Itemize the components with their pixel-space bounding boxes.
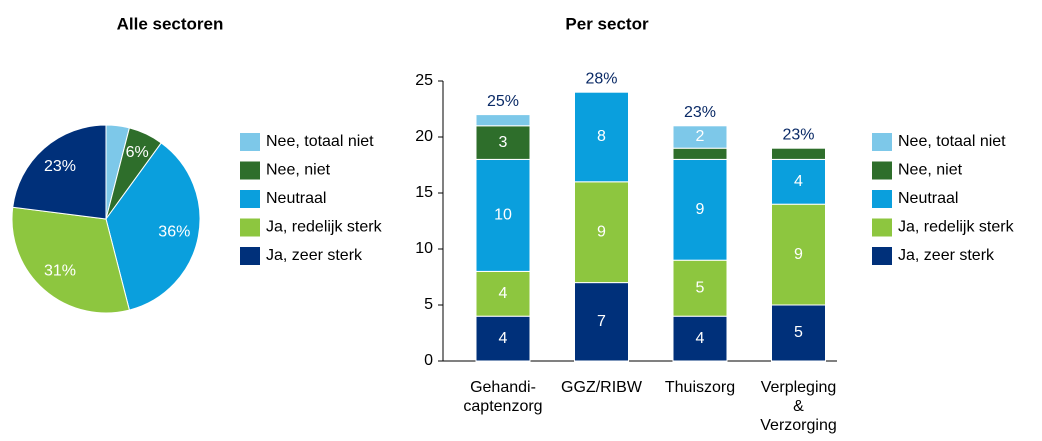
data-label: 7	[597, 313, 606, 330]
y-tick-label: 0	[424, 352, 433, 369]
bar-segment	[475, 270, 531, 317]
legend-label: Ja, zeer sterk	[898, 247, 995, 264]
data-label: 8	[597, 128, 606, 145]
x-tick-label: Verpleging & Verzorging	[760, 379, 837, 434]
legend-swatch	[872, 161, 892, 180]
data-label: 31%	[44, 262, 76, 279]
legend-swatch	[240, 133, 260, 151]
data-label: 9	[794, 246, 803, 263]
data-label: 4	[499, 330, 508, 347]
data-label: 6%	[126, 144, 149, 161]
y-tick-label: 15	[415, 184, 433, 201]
legend-label: Ja, redelijk sterk	[266, 219, 383, 236]
data-label: 3	[499, 134, 508, 151]
bar-segment	[672, 147, 728, 160]
bar-segment	[672, 158, 728, 261]
x-tick-label: Gehandi- captenzorg	[463, 379, 543, 415]
legend-swatch	[872, 133, 892, 151]
data-label: 4	[794, 173, 803, 190]
chart-title: Alle sectoren	[117, 14, 224, 33]
legend-swatch	[240, 247, 260, 265]
y-tick-label: 5	[424, 296, 433, 313]
legend-label: Nee, niet	[898, 162, 963, 179]
y-tick-label: 10	[415, 240, 433, 257]
bar-segment	[672, 125, 728, 149]
x-tick-label: GGZ/RIBW	[561, 379, 642, 396]
legend-label: Neutraal	[898, 190, 958, 207]
pie-slice	[11, 206, 130, 314]
data-label: 23%	[44, 158, 76, 175]
legend-label: Nee, totaal niet	[898, 133, 1006, 150]
data-label: 9	[696, 201, 705, 218]
data-label: 10	[494, 207, 512, 224]
data-label: 5	[696, 279, 705, 296]
legend-swatch	[240, 161, 260, 180]
bar-segment	[475, 315, 531, 362]
legend-label: Nee, totaal niet	[266, 133, 374, 150]
legend-label: Ja, redelijk sterk	[898, 219, 1015, 236]
x-tick-label: Thuiszorg	[664, 379, 736, 396]
bar-segment	[771, 147, 826, 160]
chart-title: Per sector	[565, 14, 649, 33]
data-label: 4	[696, 330, 705, 347]
top-label: 23%	[684, 104, 716, 121]
bar-segment	[574, 91, 629, 183]
legend-swatch	[872, 190, 892, 208]
bar-segment	[771, 304, 826, 362]
data-label: 36%	[158, 223, 190, 240]
y-tick-label: 20	[415, 128, 433, 145]
bar-segment	[771, 158, 826, 205]
bar-segment	[771, 203, 826, 306]
legend-label: Neutraal	[266, 190, 326, 207]
bar-segment	[475, 158, 531, 272]
pie-slice	[12, 124, 107, 220]
legend-swatch	[240, 218, 260, 237]
top-label: 28%	[585, 70, 617, 87]
legend-swatch	[872, 218, 892, 237]
bar-segment	[672, 315, 728, 362]
data-label: 9	[597, 223, 606, 240]
bar-segment	[475, 114, 531, 127]
data-label: 2	[696, 128, 705, 145]
legend-swatch	[240, 190, 260, 208]
top-label: 25%	[487, 93, 519, 110]
data-label: 4	[499, 285, 508, 302]
top-label: 23%	[782, 126, 814, 143]
bar-segment	[574, 181, 629, 284]
y-tick-label: 25	[415, 72, 433, 89]
bar-segment	[672, 259, 728, 317]
data-label: 5	[794, 324, 803, 341]
legend-swatch	[872, 247, 892, 265]
legend-label: Nee, niet	[266, 162, 331, 179]
legend-label: Ja, zeer sterk	[266, 247, 363, 264]
pie-slice	[105, 142, 201, 311]
